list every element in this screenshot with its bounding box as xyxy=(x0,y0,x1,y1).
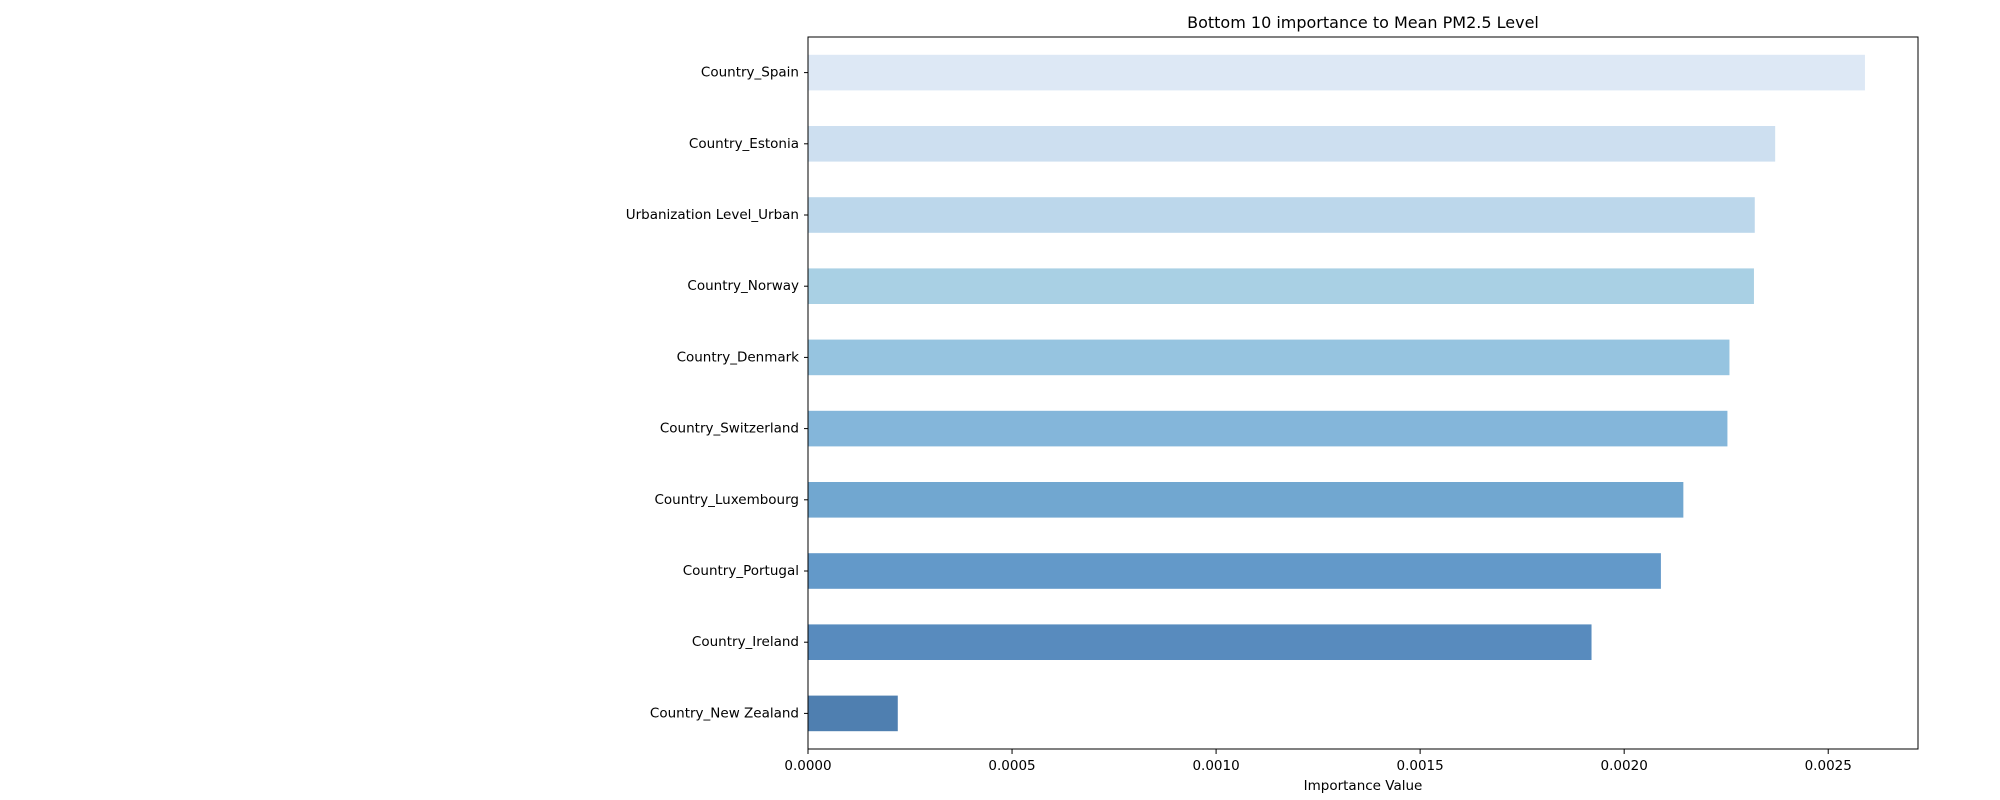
bar xyxy=(808,482,1684,518)
y-tick-label: Country_Spain xyxy=(701,65,799,81)
y-tick-label: Country_Estonia xyxy=(689,136,799,152)
plot-frame xyxy=(807,36,1919,750)
y-tick-label: Country_Ireland xyxy=(692,634,799,650)
bar xyxy=(808,410,1728,447)
y-tick-label: Country_Norway xyxy=(687,278,799,294)
chart-title: Bottom 10 importance to Mean PM2.5 Level xyxy=(1187,13,1539,32)
bar xyxy=(808,695,898,732)
y-tick-label: Urbanization Level_Urban xyxy=(626,207,799,223)
x-tick-label: 0.0020 xyxy=(1601,758,1648,774)
bars-group xyxy=(808,54,1865,732)
y-tick-label: Country_Switzerland xyxy=(660,421,799,437)
x-tick-label: 0.0010 xyxy=(1192,758,1239,774)
x-ticks: 0.0000 0.0005 0.0010 0.0015 0.0020 0.0025 xyxy=(784,749,1852,774)
x-tick-label: 0.0015 xyxy=(1397,758,1444,774)
y-tick-label: Country_Portugal xyxy=(683,563,799,579)
bar xyxy=(808,197,1755,233)
y-tick-labels: Country_Spain Country_Estonia Urbanization… xyxy=(626,65,808,721)
x-tick-label: 0.0025 xyxy=(1805,758,1852,774)
y-tick-label: Country_Luxembourg xyxy=(654,492,799,508)
bar xyxy=(808,339,1730,376)
y-tick-label: Country_Denmark xyxy=(677,349,800,365)
y-tick-label: Country_New Zealand xyxy=(650,705,799,721)
bar xyxy=(808,126,1776,162)
x-tick-label: 0.0005 xyxy=(988,758,1035,774)
x-tick-label: 0.0000 xyxy=(784,758,831,774)
bar xyxy=(808,553,1661,589)
bar xyxy=(808,268,1754,304)
bar xyxy=(808,54,1865,91)
x-axis-label: Importance Value xyxy=(1304,778,1423,794)
bar xyxy=(808,624,1592,660)
